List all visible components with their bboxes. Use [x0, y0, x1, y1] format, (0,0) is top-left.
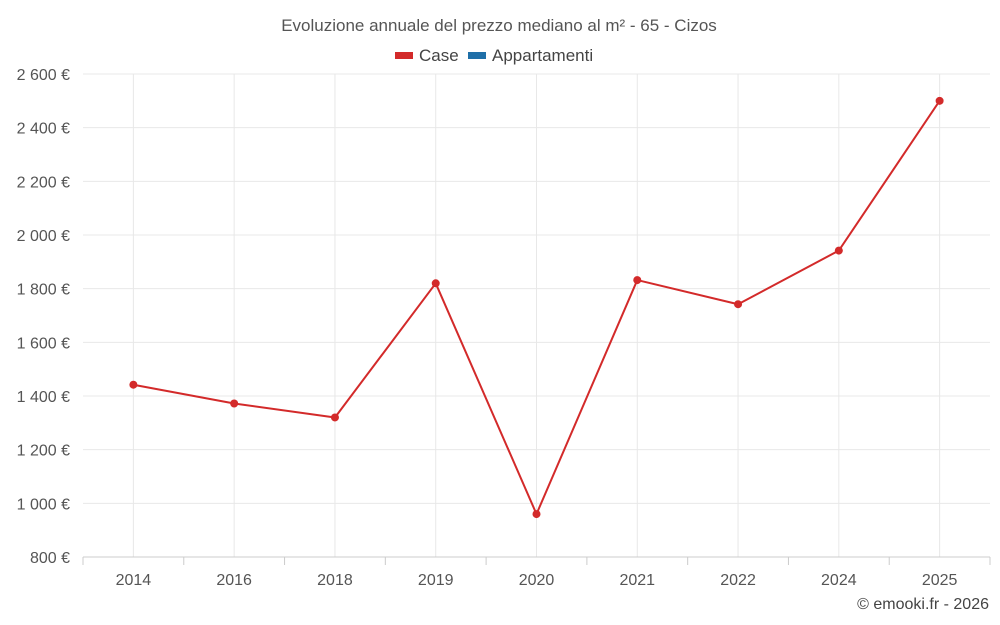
data-point[interactable] [734, 300, 743, 309]
y-tick-label: 1 800 € [17, 282, 70, 299]
data-point[interactable] [834, 246, 843, 255]
legend-label-appartamenti: Appartamenti [492, 46, 593, 65]
x-tick-label: 2022 [720, 572, 756, 589]
data-point[interactable] [633, 276, 642, 285]
x-tick-label: 2014 [116, 572, 152, 589]
y-tick-label: 2 000 € [17, 228, 70, 245]
legend-label-case: Case [419, 46, 459, 65]
grid [83, 73, 990, 558]
legend-item-case[interactable]: Case [395, 46, 459, 65]
y-tick-label: 1 400 € [17, 389, 70, 406]
x-axis-ticks: 2014 2016 2018 2019 2020 2021 2022 2024 2025 [116, 572, 958, 589]
y-tick-label: 1 600 € [17, 335, 70, 352]
y-tick-label: 2 600 € [17, 67, 70, 84]
y-tick-label: 1 000 € [17, 496, 70, 513]
x-tick-label: 2024 [821, 572, 857, 589]
y-tick-label: 2 200 € [17, 174, 70, 191]
credit-text: © emooki.fr - 2026 [857, 596, 989, 613]
legend-swatch-appartamenti [468, 52, 486, 59]
x-tick-label: 2018 [317, 572, 353, 589]
legend: Case Appartamenti [395, 46, 593, 65]
data-point[interactable] [330, 413, 339, 422]
y-tick-label: 2 400 € [17, 121, 70, 138]
x-tick-label: 2019 [418, 572, 454, 589]
data-point[interactable] [129, 380, 138, 389]
y-axis-ticks: 800 € 1 000 € 1 200 € 1 400 € 1 600 € 1 800 €… [17, 67, 70, 567]
x-tick-label: 2016 [216, 572, 252, 589]
legend-item-appartamenti[interactable]: Appartamenti [468, 46, 593, 65]
series-case [129, 96, 944, 519]
x-tick-label: 2025 [922, 572, 958, 589]
chart-title: Evoluzione annuale del prezzo mediano al… [281, 16, 717, 35]
data-point[interactable] [230, 399, 239, 408]
x-tick-label: 2020 [519, 572, 555, 589]
y-tick-label: 1 200 € [17, 443, 70, 460]
data-point[interactable] [532, 510, 541, 519]
data-point[interactable] [935, 96, 944, 105]
x-tick-label: 2021 [619, 572, 655, 589]
y-tick-label: 800 € [30, 550, 70, 567]
legend-swatch-case [395, 52, 413, 59]
axes [82, 556, 991, 565]
data-point[interactable] [431, 279, 440, 288]
